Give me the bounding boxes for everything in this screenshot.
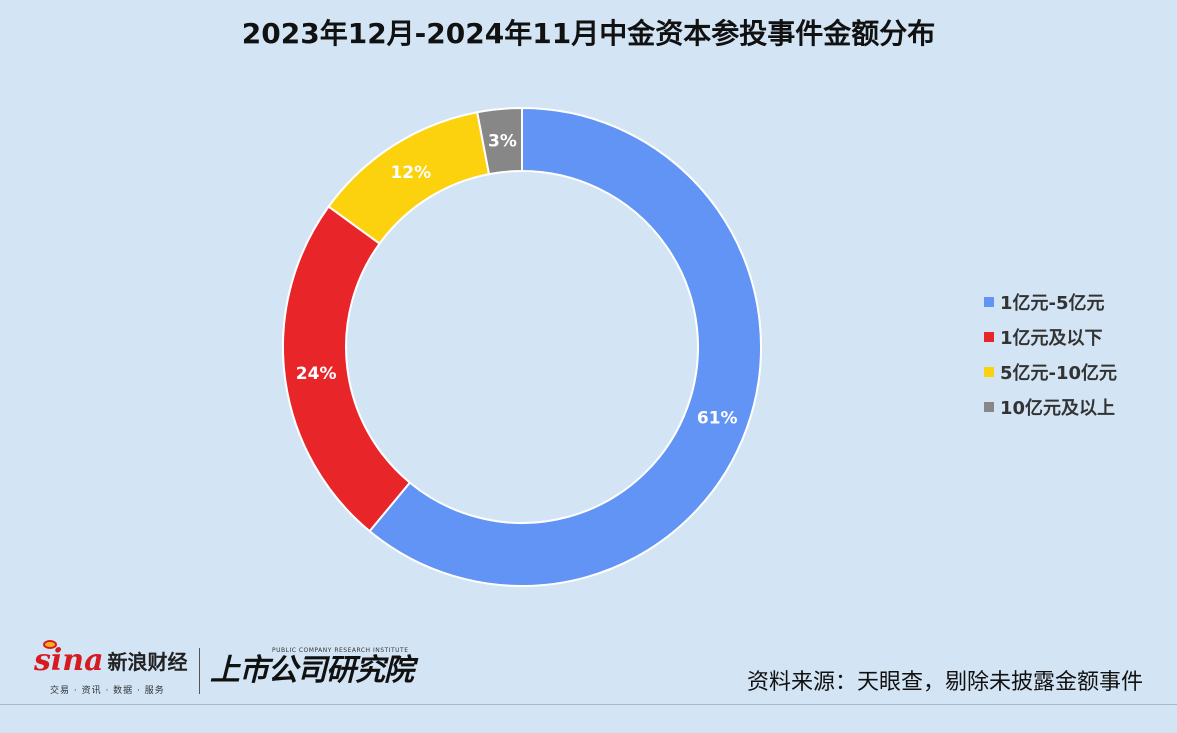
sina-wordmark: sina (34, 640, 104, 676)
legend-label: 5亿元-10亿元 (1000, 362, 1118, 384)
legend-label: 10亿元及以上 (1000, 397, 1116, 419)
legend-swatch (984, 331, 994, 342)
chart-title: 2023年12月-2024年11月中金资本参投事件金额分布 (241, 17, 936, 50)
slice-label: 3% (488, 131, 517, 151)
data-source-note: 资料来源：天眼查，剔除未披露金额事件 (746, 670, 1143, 695)
logo-divider (199, 648, 200, 694)
sina-finance-logo: sina 新浪财经 (34, 640, 188, 676)
legend-item: 1亿元及以下 (984, 319, 1117, 354)
sina-eye-icon (43, 640, 57, 649)
sina-tagline: 交易 · 资讯 · 数据 · 服务 (50, 686, 165, 696)
legend-item: 10亿元及以上 (984, 389, 1117, 424)
legend-swatch (984, 401, 994, 412)
legend: 1亿元-5亿元 1亿元及以下 5亿元-10亿元 10亿元及以上 (984, 284, 1117, 424)
footer-bar (0, 704, 1177, 733)
slice-label: 12% (390, 163, 431, 183)
institute-logo: 上市公司研究院 (210, 653, 414, 688)
institute-english-name: PUBLIC COMPANY RESEARCH INSTITUTE (272, 647, 409, 654)
legend-item: 1亿元-5亿元 (984, 284, 1117, 319)
donut-slice (368, 106, 762, 587)
slice-label: 24% (296, 364, 337, 384)
legend-label: 1亿元及以下 (1000, 327, 1103, 349)
sina-finance-name: 新浪财经 (107, 650, 188, 674)
slice-label: 61% (697, 408, 738, 428)
legend-item: 5亿元-10亿元 (984, 354, 1117, 389)
donut-chart: 61% 24% 12% 3% (282, 106, 762, 587)
donut-slice (476, 106, 523, 176)
legend-label: 1亿元-5亿元 (1000, 292, 1105, 314)
legend-swatch (984, 366, 994, 377)
legend-swatch (984, 296, 994, 307)
